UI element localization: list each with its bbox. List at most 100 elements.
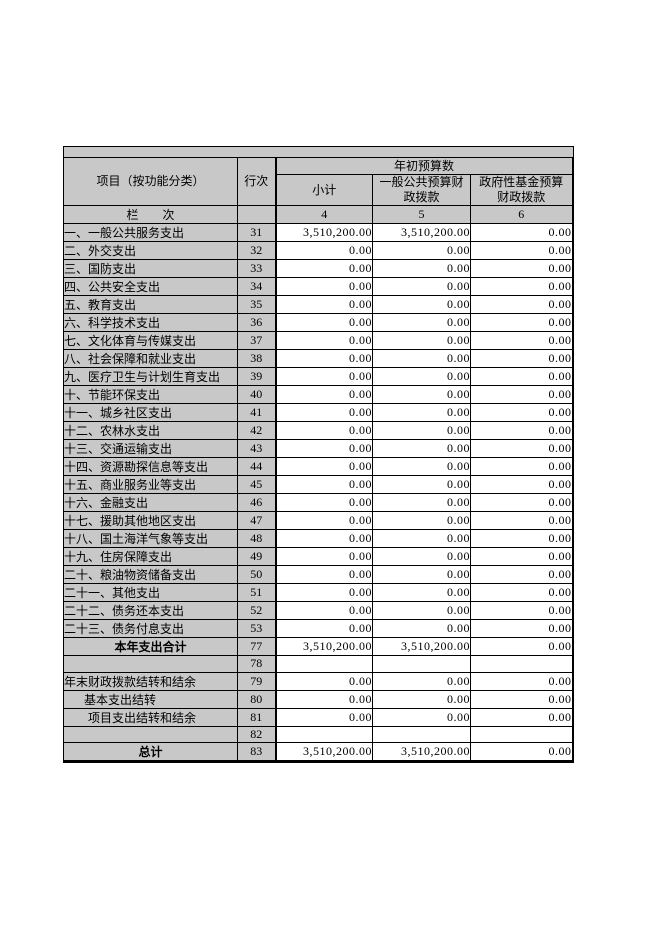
top-gray-band — [63, 146, 574, 157]
general-budget-cell: 0.00 — [372, 385, 471, 404]
subtotal-cell: 0.00 — [274, 511, 373, 530]
gov-fund-cell: 0.00 — [470, 331, 573, 350]
item-cell: 项目支出结转和结余 — [63, 707, 238, 727]
gov-fund-cell: 0.00 — [470, 295, 573, 314]
table-row: 七、文化体育与传媒支出 37 0.00 0.00 0.00 — [63, 331, 573, 350]
table-row: 二十二、债务还本支出 52 0.00 0.00 0.00 — [63, 601, 573, 620]
general-budget-cell: 0.00 — [372, 565, 471, 584]
item-cell: 六、科学技术支出 — [63, 313, 238, 332]
lane-empty-cell — [237, 205, 276, 224]
header-rowno-column: 行次 — [237, 157, 276, 206]
subtotal-cell: 0.00 — [274, 583, 373, 602]
item-cell: 三、国防支出 — [63, 259, 238, 278]
rowno-cell: 78 — [237, 655, 276, 673]
general-budget-cell: 0.00 — [372, 475, 471, 494]
gov-fund-cell: 0.00 — [470, 619, 573, 638]
general-budget-cell: 0.00 — [372, 403, 471, 422]
table-row: 十五、商业服务业等支出 45 0.00 0.00 0.00 — [63, 475, 573, 494]
item-cell: 二十三、债务付息支出 — [63, 619, 238, 638]
gov-fund-cell: 0.00 — [470, 511, 573, 530]
item-cell: 年末财政拨款结转和结余 — [63, 671, 238, 691]
general-budget-cell: 0.00 — [372, 367, 471, 386]
rowno-cell: 31 — [237, 223, 276, 242]
table-row: 四、公共安全支出 34 0.00 0.00 0.00 — [63, 277, 573, 296]
subtotal-cell: 0.00 — [274, 421, 373, 440]
table-row: 十四、资源勘探信息等支出 44 0.00 0.00 0.00 — [63, 457, 573, 476]
general-budget-cell: 0.00 — [372, 331, 471, 350]
rowno-cell: 80 — [237, 689, 276, 709]
item-cell: 二十、粮油物资储备支出 — [63, 565, 238, 584]
item-cell: 四、公共安全支出 — [63, 277, 238, 296]
subtotal-cell: 0.00 — [274, 439, 373, 458]
subtotal-cell: 0.00 — [274, 529, 373, 548]
item-cell: 十五、商业服务业等支出 — [63, 475, 238, 494]
item-cell: 十、节能环保支出 — [63, 385, 238, 404]
table-row: 二十、粮油物资储备支出 50 0.00 0.00 0.00 — [63, 565, 573, 584]
item-cell: 二十二、债务还本支出 — [63, 601, 238, 620]
lane-number-4: 4 — [274, 205, 373, 224]
general-budget-cell: 0.00 — [372, 349, 471, 368]
general-budget-cell: 3,510,200.00 — [372, 223, 471, 242]
subtotal-cell: 3,510,200.00 — [274, 223, 373, 242]
general-budget-cell: 0.00 — [372, 547, 471, 566]
subtotal-cell: 0.00 — [274, 565, 373, 584]
gov-fund-cell — [470, 655, 573, 673]
item-cell: 一、一般公共服务支出 — [63, 223, 238, 242]
subtotal-cell: 0.00 — [274, 475, 373, 494]
gov-fund-cell: 0.00 — [470, 565, 573, 584]
gov-fund-cell: 0.00 — [470, 637, 573, 656]
lane-number-row: 栏 次 4 5 6 — [63, 205, 573, 224]
gov-fund-cell: 0.00 — [470, 349, 573, 368]
item-cell: 八、社会保障和就业支出 — [63, 349, 238, 368]
rowno-cell: 34 — [237, 277, 276, 296]
table-row: 82 — [63, 725, 573, 744]
subtotal-cell: 0.00 — [274, 689, 373, 709]
gov-fund-cell: 0.00 — [470, 223, 573, 242]
rowno-cell: 35 — [237, 295, 276, 314]
gov-fund-cell: 0.00 — [470, 529, 573, 548]
table-row: 十八、国土海洋气象等支出 48 0.00 0.00 0.00 — [63, 529, 573, 548]
rowno-cell: 53 — [237, 619, 276, 638]
table-body: 一、一般公共服务支出 31 3,510,200.00 3,510,200.00 0.00… — [63, 223, 573, 763]
subtotal-cell: 0.00 — [274, 671, 373, 691]
header-subtotal: 小计 — [274, 174, 373, 206]
rowno-cell: 50 — [237, 565, 276, 584]
table-row: 六、科学技术支出 36 0.00 0.00 0.00 — [63, 313, 573, 332]
general-budget-cell: 0.00 — [372, 439, 471, 458]
table-row: 十九、住房保障支出 49 0.00 0.00 0.00 — [63, 547, 573, 566]
rowno-cell: 39 — [237, 367, 276, 386]
subtotal-cell: 0.00 — [274, 331, 373, 350]
item-cell: 七、文化体育与传媒支出 — [63, 331, 238, 350]
subtotal-cell: 0.00 — [274, 367, 373, 386]
header-gov-fund: 政府性基金预算财政拨款 — [470, 174, 573, 206]
rowno-cell: 81 — [237, 707, 276, 727]
item-cell: 十一、城乡社区支出 — [63, 403, 238, 422]
general-budget-cell: 0.00 — [372, 583, 471, 602]
subtotal-cell: 0.00 — [274, 349, 373, 368]
item-cell — [63, 725, 238, 744]
rowno-cell: 32 — [237, 241, 276, 260]
item-cell: 十六、金融支出 — [63, 493, 238, 512]
table-row: 总计 83 3,510,200.00 3,510,200.00 0.00 — [63, 742, 573, 763]
lane-number-6: 6 — [470, 205, 573, 224]
header-item-column: 项目（按功能分类） — [63, 157, 238, 206]
table-row: 二、外交支出 32 0.00 0.00 0.00 — [63, 241, 573, 260]
subtotal-cell: 0.00 — [274, 277, 373, 296]
budget-table: 项目（按功能分类） 行次 年初预算数 小计 一般公共预算财政拨款 政府性基金预算… — [63, 157, 574, 764]
rowno-cell: 47 — [237, 511, 276, 530]
table-row: 十六、金融支出 46 0.00 0.00 0.00 — [63, 493, 573, 512]
gov-fund-cell: 0.00 — [470, 277, 573, 296]
table-header: 项目（按功能分类） 行次 年初预算数 小计 一般公共预算财政拨款 政府性基金预算… — [63, 157, 573, 224]
general-budget-cell: 0.00 — [372, 493, 471, 512]
general-budget-cell: 0.00 — [372, 295, 471, 314]
general-budget-cell — [372, 725, 471, 744]
gov-fund-cell: 0.00 — [470, 707, 573, 727]
rowno-cell: 51 — [237, 583, 276, 602]
rowno-cell: 33 — [237, 259, 276, 278]
gov-fund-cell: 0.00 — [470, 475, 573, 494]
lane-label: 栏 次 — [63, 205, 238, 224]
item-cell: 十七、援助其他地区支出 — [63, 511, 238, 530]
subtotal-cell: 0.00 — [274, 259, 373, 278]
general-budget-cell: 0.00 — [372, 619, 471, 638]
